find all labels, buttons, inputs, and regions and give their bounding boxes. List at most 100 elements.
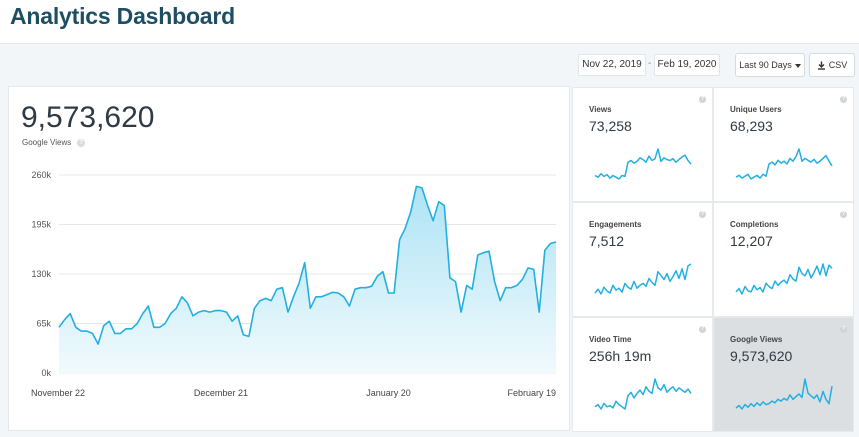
data-point[interactable] — [465, 283, 469, 287]
data-point[interactable] — [409, 210, 413, 214]
help-icon[interactable]: ? — [699, 326, 706, 333]
start-date-input[interactable]: Nov 22, 2019 — [578, 54, 646, 76]
data-point[interactable] — [331, 290, 335, 294]
data-point[interactable] — [375, 274, 379, 278]
data-point[interactable] — [342, 295, 346, 299]
data-point[interactable] — [158, 325, 162, 329]
data-point[interactable] — [135, 322, 139, 326]
data-point[interactable] — [554, 240, 558, 244]
data-point[interactable] — [247, 334, 251, 338]
data-point[interactable] — [386, 291, 390, 295]
data-point[interactable] — [470, 287, 474, 291]
data-point[interactable] — [185, 301, 189, 305]
data-point[interactable] — [297, 281, 301, 285]
metric-tile-video-time[interactable]: ? Video Time 256h 19m — [572, 317, 713, 432]
data-point[interactable] — [208, 310, 212, 314]
data-point[interactable] — [303, 261, 307, 265]
help-icon[interactable]: ? — [699, 96, 706, 103]
data-point[interactable] — [381, 270, 385, 274]
data-point[interactable] — [359, 286, 363, 290]
data-point[interactable] — [197, 310, 201, 314]
data-point[interactable] — [113, 331, 117, 335]
data-point[interactable] — [264, 296, 268, 300]
data-point[interactable] — [498, 299, 502, 303]
help-icon[interactable]: ? — [699, 211, 706, 218]
data-point[interactable] — [219, 309, 223, 313]
data-point[interactable] — [314, 295, 318, 299]
data-point[interactable] — [448, 276, 452, 280]
data-point[interactable] — [252, 306, 256, 310]
data-point[interactable] — [509, 286, 513, 290]
data-point[interactable] — [213, 309, 217, 313]
data-point[interactable] — [146, 304, 150, 308]
data-point[interactable] — [130, 327, 134, 331]
data-point[interactable] — [152, 325, 156, 329]
data-point[interactable] — [431, 219, 435, 223]
data-point[interactable] — [493, 280, 497, 284]
data-point[interactable] — [487, 249, 491, 253]
data-point[interactable] — [230, 319, 234, 323]
data-point[interactable] — [453, 280, 457, 284]
data-point[interactable] — [515, 283, 519, 287]
data-point[interactable] — [286, 310, 290, 314]
data-point[interactable] — [79, 329, 83, 333]
data-point[interactable] — [325, 293, 329, 297]
data-point[interactable] — [336, 291, 340, 295]
data-point[interactable] — [102, 324, 106, 328]
help-icon[interactable]: ? — [840, 96, 847, 103]
data-point[interactable] — [292, 295, 296, 299]
data-point[interactable] — [107, 319, 111, 323]
data-point[interactable] — [398, 238, 402, 242]
data-point[interactable] — [118, 331, 122, 335]
data-point[interactable] — [476, 253, 480, 257]
data-point[interactable] — [308, 306, 312, 310]
metric-tile-views[interactable]: ? Views 73,258 — [572, 87, 713, 202]
data-point[interactable] — [481, 251, 485, 255]
data-point[interactable] — [437, 200, 441, 204]
data-point[interactable] — [280, 286, 284, 290]
csv-download-button[interactable]: CSV — [809, 53, 855, 77]
data-point[interactable] — [532, 267, 536, 271]
data-point[interactable] — [459, 310, 463, 314]
data-point[interactable] — [364, 286, 368, 290]
help-icon[interactable]: ? — [840, 211, 847, 218]
help-icon[interactable]: ? — [77, 138, 86, 147]
data-point[interactable] — [537, 310, 541, 314]
data-point[interactable] — [236, 314, 240, 318]
data-point[interactable] — [504, 286, 508, 290]
data-point[interactable] — [191, 314, 195, 318]
metric-tile-google-views[interactable]: ? Google Views 9,573,620 — [713, 317, 854, 432]
data-point[interactable] — [169, 312, 173, 316]
data-point[interactable] — [180, 295, 184, 299]
data-point[interactable] — [392, 291, 396, 295]
data-point[interactable] — [241, 333, 245, 337]
metric-tile-completions[interactable]: ? Completions 12,207 — [713, 202, 854, 317]
data-point[interactable] — [414, 184, 418, 188]
data-point[interactable] — [543, 248, 547, 252]
data-point[interactable] — [91, 331, 95, 335]
data-point[interactable] — [426, 203, 430, 207]
data-point[interactable] — [225, 310, 229, 314]
range-dropdown[interactable]: Last 90 Days — [735, 53, 805, 77]
data-point[interactable] — [63, 318, 67, 322]
data-point[interactable] — [85, 329, 89, 333]
data-point[interactable] — [442, 203, 446, 207]
data-point[interactable] — [174, 306, 178, 310]
data-point[interactable] — [353, 287, 357, 291]
data-point[interactable] — [319, 295, 323, 299]
data-point[interactable] — [420, 186, 424, 190]
data-point[interactable] — [520, 277, 524, 281]
data-point[interactable] — [96, 342, 100, 346]
data-point[interactable] — [269, 299, 273, 303]
data-point[interactable] — [124, 327, 128, 331]
end-date-input[interactable]: Feb 19, 2020 — [654, 54, 720, 76]
data-point[interactable] — [68, 312, 72, 316]
data-point[interactable] — [526, 266, 530, 270]
metric-tile-engagements[interactable]: ? Engagements 7,512 — [572, 202, 713, 317]
data-point[interactable] — [347, 304, 351, 308]
data-point[interactable] — [74, 325, 78, 329]
data-point[interactable] — [163, 322, 167, 326]
help-icon[interactable]: ? — [840, 326, 847, 333]
data-point[interactable] — [258, 299, 262, 303]
data-point[interactable] — [403, 226, 407, 230]
